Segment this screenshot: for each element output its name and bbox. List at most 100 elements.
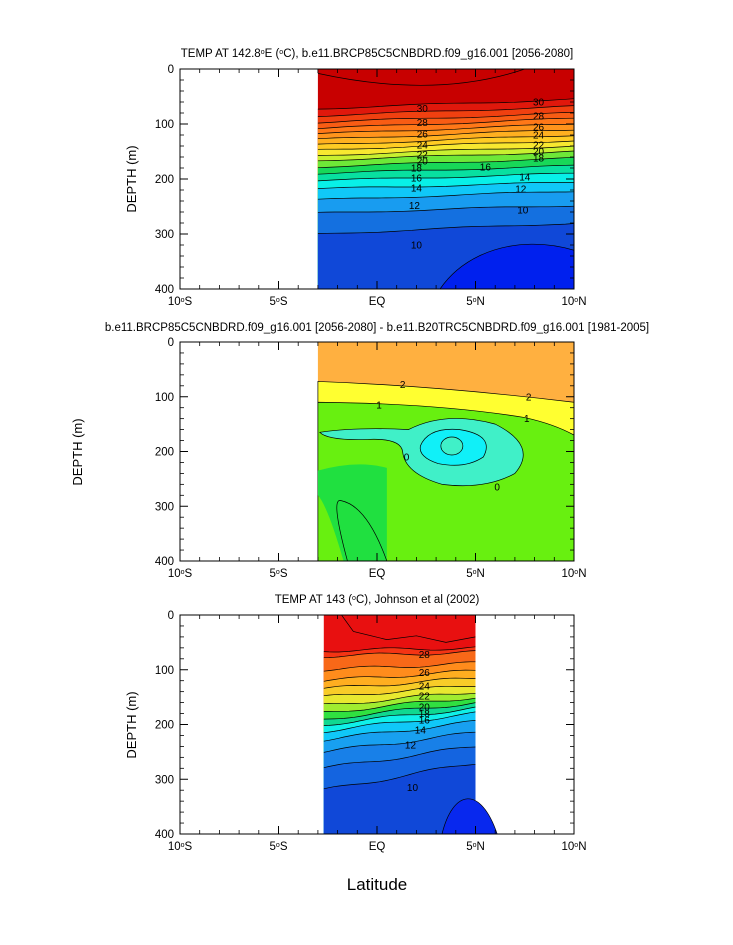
panel-bottom-ylabel: DEPTH (m)	[124, 691, 139, 758]
panel-middle-title: b.e11.BRCP85C5CNBDRD.f09_g16.001 [2056-2…	[105, 322, 649, 334]
x-tick-label: 5oN	[466, 296, 485, 308]
contour-line-12	[323, 731, 476, 753]
y-tick-label: 200	[155, 447, 174, 459]
contour-line-9	[317, 223, 574, 234]
contour-label: 10	[517, 205, 529, 216]
panel-top-title: TEMP AT 142.8oE (oC), b.e11.BRCP85C5CNBD…	[181, 48, 573, 60]
contour-label: 12	[409, 201, 421, 212]
contour-label: 16	[411, 173, 423, 184]
contour-line-10	[317, 205, 574, 213]
contour-label: 26	[533, 122, 545, 133]
contour-band-10	[323, 764, 476, 834]
x-tick-label: EQ	[369, 296, 386, 308]
contour-line-12	[317, 191, 574, 200]
x-tick-label: 10oN	[561, 841, 586, 853]
x-tick-label: 5oS	[270, 568, 288, 580]
panel-top-axes: 10oS 5oS EQ 5oN 10oN 0 100 200 300 400	[155, 64, 587, 308]
y-tick-label: 100	[155, 665, 174, 677]
panel-bottom-title: TEMP AT 143 (oC), Johnson et al (2002)	[275, 594, 480, 606]
y-tick-label: 400	[155, 829, 174, 841]
contour-line-23	[323, 685, 476, 697]
y-tick-label: 0	[168, 337, 174, 349]
contour-line-18	[323, 706, 476, 726]
y-tick-label: 300	[155, 774, 174, 786]
contour-label: 16	[480, 162, 492, 173]
contour-line-20	[317, 156, 574, 169]
contour-line-26	[317, 123, 574, 134]
y-tick-label: 200	[155, 720, 174, 732]
contour-line-31	[317, 69, 525, 86]
contour-label: 12	[515, 184, 527, 195]
contour-line-24	[323, 677, 476, 689]
y-tick-label: 400	[155, 556, 174, 568]
contour-line-21	[323, 697, 476, 712]
contour-line-14	[323, 720, 476, 742]
panel-middle-ylabel: DEPTH (m)	[70, 418, 85, 485]
contour-label: 28	[419, 650, 431, 661]
x-tick-label: 5oS	[270, 841, 288, 853]
panel-top-plot-area: 3030282826262424222220201818161614141212…	[317, 69, 574, 289]
contour-label: 22	[419, 692, 431, 703]
contour-line-30	[317, 98, 574, 110]
y-tick-label: 300	[155, 229, 174, 241]
y-tick-label: 300	[155, 501, 174, 513]
contour-label: 10	[411, 241, 423, 252]
contour-line-21	[317, 150, 574, 162]
contour-label: 28	[417, 118, 429, 129]
contour-line-west	[336, 500, 388, 561]
x-tick-label: 10oS	[168, 568, 193, 580]
contour-label: 18	[533, 154, 545, 165]
contour-line-28	[317, 111, 574, 124]
figure-xlabel: Latitude	[347, 875, 408, 894]
contour-line-16	[323, 711, 476, 734]
x-tick-label: 10oN	[561, 568, 586, 580]
contour-line-26	[323, 661, 476, 672]
contour-line-24	[317, 135, 574, 145]
contour-label: 24	[417, 140, 429, 151]
contour-label: 18	[411, 164, 423, 175]
x-tick-label: 10oS	[168, 841, 193, 853]
contour-label: 26	[419, 668, 431, 679]
panel-top: TEMP AT 142.8oE (oC), b.e11.BRCP85C5CNBD…	[124, 48, 587, 308]
contour-line-28	[323, 646, 476, 653]
y-tick-label: 200	[155, 174, 174, 186]
x-tick-label: 10oN	[561, 296, 586, 308]
contour-label: 20	[533, 147, 545, 158]
contour-label: 14	[411, 183, 423, 194]
contour-line-25	[317, 129, 574, 140]
panel-middle-plot-area: 2 2 1 1 0 0	[317, 342, 574, 561]
contour-line-27	[317, 117, 574, 130]
contour-label: 16	[419, 716, 431, 727]
contour-label: 30	[533, 98, 545, 109]
panel-bottom: TEMP AT 143 (oC), Johnson et al (2002) 2…	[124, 594, 587, 853]
contour-label: 2	[400, 380, 406, 391]
contour-label: 24	[533, 131, 545, 142]
panel-bottom-axes: 10oS 5oS EQ 5oN 10oN 0 100 200 300 400	[155, 610, 587, 853]
x-tick-label: EQ	[369, 841, 386, 853]
contour-line-22	[317, 145, 574, 156]
contour-line-20	[323, 702, 476, 720]
contour-label: 12	[405, 740, 417, 751]
contour-label: 2	[526, 392, 532, 403]
contour-label: 0	[494, 483, 500, 494]
x-tick-label: EQ	[369, 568, 386, 580]
contour-label: 26	[417, 129, 429, 140]
contour-label: 24	[419, 682, 431, 693]
contour-line-18	[317, 164, 574, 175]
contour-label: 18	[419, 709, 431, 720]
contour-line-29	[317, 105, 574, 117]
contour-label: 22	[417, 150, 429, 161]
y-tick-label: 400	[155, 284, 174, 296]
y-tick-label: 0	[168, 610, 174, 622]
cold-core	[439, 243, 574, 289]
contour-label: 28	[533, 111, 545, 122]
x-tick-label: 5oS	[270, 296, 288, 308]
contour-label: 30	[417, 104, 429, 115]
y-tick-label: 100	[155, 392, 174, 404]
contour-label: 0	[404, 452, 410, 463]
contour-line-29	[341, 615, 476, 643]
contour-label: 20	[419, 702, 431, 713]
